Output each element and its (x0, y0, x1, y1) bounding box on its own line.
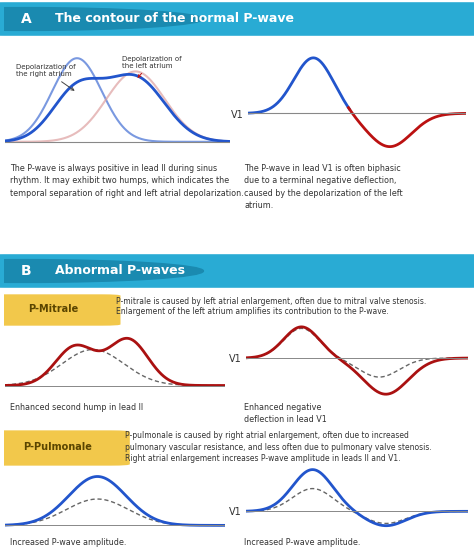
Text: P-Mitrale: P-Mitrale (28, 304, 78, 314)
Text: Abnormal P-waves: Abnormal P-waves (55, 265, 185, 278)
Text: Enhanced negative
deflection in lead V1: Enhanced negative deflection in lead V1 (244, 403, 327, 423)
Text: The contour of the normal P-wave: The contour of the normal P-wave (55, 13, 294, 26)
Text: V1: V1 (231, 110, 244, 120)
Text: P-Pulmonale: P-Pulmonale (23, 442, 92, 452)
Text: Increased P-wave amplitude.: Increased P-wave amplitude. (244, 538, 361, 547)
Text: B: B (21, 264, 32, 278)
FancyBboxPatch shape (0, 430, 130, 466)
Text: Depolarization of
the right atrium: Depolarization of the right atrium (16, 64, 76, 90)
Text: A: A (21, 12, 32, 26)
Circle shape (0, 260, 203, 282)
FancyBboxPatch shape (0, 294, 120, 326)
Text: Increased P-wave amplitude.: Increased P-wave amplitude. (9, 538, 126, 547)
Text: The P-wave is always positive in lead II during sinus
rhythm. It may exhibit two: The P-wave is always positive in lead II… (9, 164, 243, 198)
Text: Depolarization of
the left atrium: Depolarization of the left atrium (122, 56, 182, 77)
Text: The P-wave in lead V1 is often biphasic
due to a terminal negative deflection,
c: The P-wave in lead V1 is often biphasic … (244, 164, 403, 210)
Circle shape (0, 8, 203, 31)
FancyBboxPatch shape (0, 2, 474, 36)
Text: P-pulmonale is caused by right atrial enlargement, often due to increased
pulmon: P-pulmonale is caused by right atrial en… (125, 431, 432, 463)
Text: V1: V1 (229, 354, 242, 364)
Text: Enhanced second hump in lead II: Enhanced second hump in lead II (9, 403, 143, 412)
FancyBboxPatch shape (0, 254, 474, 288)
Text: P-mitrale is caused by left atrial enlargement, often due to mitral valve stenos: P-mitrale is caused by left atrial enlar… (116, 296, 426, 316)
Text: V1: V1 (229, 507, 242, 517)
